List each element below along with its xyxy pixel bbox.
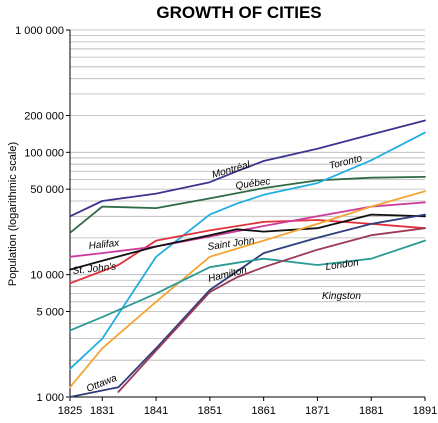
gridlines: [70, 29, 425, 398]
series-line-hamilton: [69, 190, 426, 389]
x-tick-label: 1825: [58, 405, 82, 417]
y-tick-label: 200 000: [24, 111, 64, 123]
y-tick-label: 50 000: [30, 184, 64, 196]
axes: 1 000 5 000 10 000 50 000 100 000 200 000 1 00…: [15, 25, 437, 417]
y-tick-label: 1 000: [36, 392, 64, 404]
series-label-london: London: [325, 257, 360, 273]
x-tick-label: 1881: [359, 405, 383, 417]
y-tick-label: 1 000 000: [15, 25, 64, 37]
series-line-toronto: [69, 131, 426, 370]
series-label-kingston: Kingston: [322, 291, 361, 302]
series-label-toronto: Toronto: [328, 153, 364, 172]
x-tick-label: 1831: [90, 405, 114, 417]
y-tick-label: 5 000: [36, 306, 64, 318]
x-tick-label: 1841: [144, 405, 168, 417]
series-line-london: [69, 213, 426, 398]
x-tick-label: 1891: [413, 405, 437, 417]
y-axis-label: Population (logarithmic scale): [7, 142, 19, 286]
series-line-ottawa: [117, 227, 426, 393]
x-tick-label: 1861: [251, 405, 275, 417]
series-line-saint-john: [69, 219, 426, 285]
series-label-halifax: Halifax: [88, 238, 121, 252]
y-tick-label: 10 000: [30, 270, 64, 282]
y-tick-label: 100 000: [24, 147, 64, 159]
chart-title: GROWTH OF CITIES: [156, 3, 321, 22]
x-tick-label: 1871: [305, 405, 329, 417]
series-label-st-john-s: St. John's: [72, 261, 117, 276]
series-lines: [69, 119, 426, 398]
x-tick-label: 1851: [198, 405, 222, 417]
series-line-montr-al: [69, 119, 426, 218]
series-label-qu-bec: Québec: [235, 176, 271, 192]
series-line-kingston: [69, 239, 426, 332]
series-line-qu-bec: [69, 175, 426, 234]
series-line-halifax: [69, 201, 426, 258]
series-label-montr-al: Montréal: [211, 159, 252, 181]
series-line-st-john-s: [69, 213, 426, 271]
